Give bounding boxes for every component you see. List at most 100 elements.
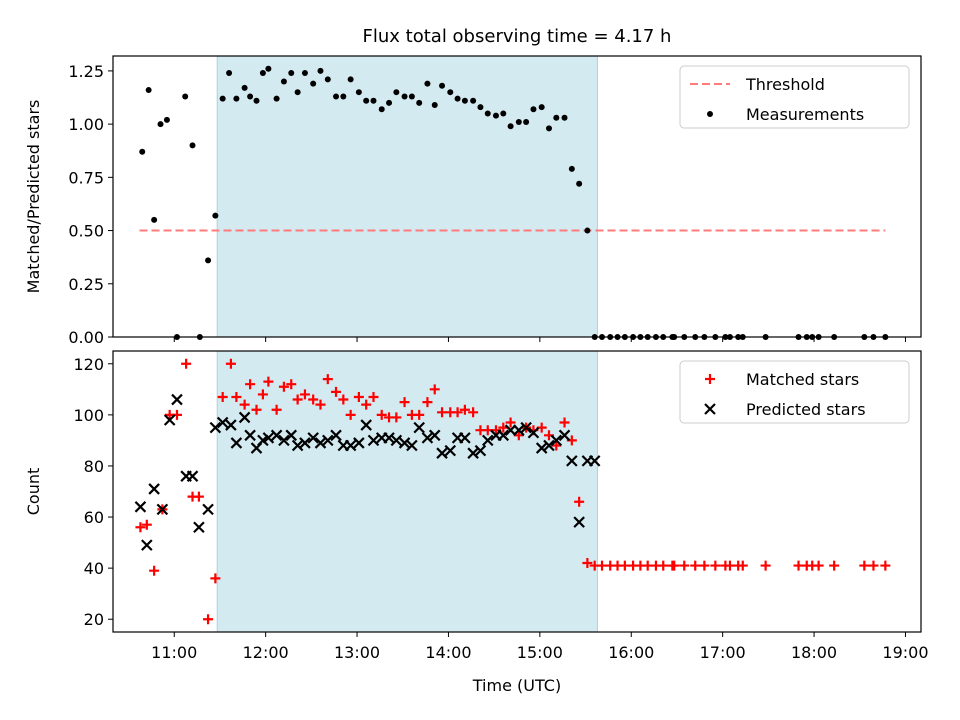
measurement-point: [470, 97, 477, 104]
matched-star-marker: [880, 560, 891, 571]
measurement-point: [189, 142, 196, 149]
measurement-point: [219, 95, 226, 102]
measurement-point: [545, 125, 552, 132]
predicted-star-marker: [459, 432, 471, 444]
measurement-point: [182, 93, 189, 100]
measurement-point: [530, 106, 537, 113]
predicted-star-marker: [285, 429, 298, 442]
x-tick-label: 14:00: [425, 643, 471, 662]
legend-predicted-swatch: [704, 403, 716, 415]
measurement-point: [447, 89, 454, 96]
measurement-point: [408, 93, 415, 100]
matched-star-marker: [245, 379, 256, 390]
observing-window-span: [216, 350, 598, 633]
measurement-point: [212, 212, 219, 219]
measurement-point: [288, 70, 295, 77]
measurement-point: [355, 89, 362, 96]
measurement-point: [273, 95, 280, 102]
measurement-point: [253, 97, 260, 104]
count-panel: 11:00 12:00 13:00 14:00 15:00 16:00 17:00 18:00…: [24, 350, 929, 695]
predicted-star-marker: [436, 447, 448, 459]
matched-star-marker: [231, 391, 242, 402]
matched-star-marker: [322, 374, 333, 385]
matched-star-marker: [429, 384, 440, 395]
x-tick-label: 17:00: [700, 643, 746, 662]
matched-star-marker: [225, 358, 236, 369]
predicted-star-marker: [163, 414, 176, 426]
x-tick-label: 12:00: [243, 643, 289, 662]
predicted-star-marker: [330, 429, 342, 442]
predicted-star-marker: [543, 439, 555, 452]
matched-star-marker: [813, 560, 824, 571]
predicted-star-marker: [421, 432, 434, 444]
y-tick-label: 1.25: [68, 62, 104, 81]
measurement-point: [333, 93, 340, 100]
matched-star-marker: [505, 417, 516, 428]
matched-star-marker: [361, 399, 372, 410]
measurement-point: [265, 65, 272, 72]
y-axis-label: Count: [24, 468, 43, 516]
measurement-point: [431, 101, 438, 108]
predicted-star-marker: [344, 439, 357, 452]
matched-star-marker: [251, 404, 262, 415]
measurement-point: [507, 123, 514, 130]
measurement-point: [363, 97, 370, 104]
legend: Matched stars Predicted stars: [679, 360, 910, 424]
matched-star-marker: [203, 614, 214, 625]
measurement-point: [157, 121, 164, 128]
measurement-point: [139, 148, 146, 155]
predicted-star-marker: [141, 539, 153, 551]
predicted-star-marker: [520, 421, 532, 434]
matched-star-marker: [181, 358, 192, 369]
y-tick-label: 0.50: [68, 222, 104, 241]
measurement-point: [561, 114, 568, 121]
matched-star-marker: [299, 389, 310, 400]
matched-star-marker: [193, 491, 204, 502]
predicted-star-marker: [225, 419, 237, 431]
x-tick-label: 11:00: [151, 643, 197, 662]
measurement-point: [280, 78, 287, 85]
matched-star-marker: [210, 573, 221, 584]
predicted-star-marker: [588, 455, 601, 467]
y-axis-label: Matched/Predicted stars: [24, 100, 43, 294]
measurement-point: [205, 257, 212, 264]
legend-box: [679, 360, 910, 424]
matched-star-marker: [239, 399, 250, 410]
measurement-point: [317, 67, 324, 74]
matched-star-marker: [376, 409, 387, 420]
y-tick-label: 0.25: [68, 275, 104, 294]
predicted-star-marker: [209, 421, 222, 434]
measurement-point: [340, 93, 347, 100]
predicted-star-marker: [322, 434, 334, 447]
matched-star-marker: [278, 381, 289, 392]
predicted-star-marker: [535, 442, 548, 454]
measurement-point: [584, 227, 591, 234]
legend-label: Threshold: [745, 75, 825, 94]
matched-star-marker: [459, 404, 470, 415]
matched-star-marker: [331, 386, 342, 397]
measurement-point: [576, 180, 583, 187]
matched-star-marker: [669, 560, 680, 571]
matched-star-marker: [345, 409, 356, 420]
measurement-point: [477, 104, 484, 111]
matched-star-marker: [559, 417, 570, 428]
observing-window-span: [216, 55, 598, 338]
matched-star-marker: [338, 394, 349, 405]
matched-star-marker: [263, 376, 274, 387]
measurement-point: [538, 104, 545, 111]
predicted-star-marker: [262, 432, 275, 444]
matched-star-marker: [536, 422, 547, 433]
matched-star-marker: [452, 407, 463, 418]
legend-measurement-swatch: [707, 111, 713, 117]
legend-matched-swatch: [705, 374, 715, 384]
measurement-point: [301, 70, 308, 77]
ratio-panel: 0.00 0.25 0.50 0.75 1.00 1.25 Matched/Predicte…: [24, 55, 922, 347]
x-tick-label: 15:00: [517, 643, 563, 662]
measurement-point: [259, 70, 266, 77]
measurement-point: [378, 106, 385, 113]
matched-star-marker: [271, 404, 282, 415]
measurement-point: [324, 76, 331, 83]
matched-star-marker: [582, 558, 593, 569]
measurement-point: [233, 95, 240, 102]
